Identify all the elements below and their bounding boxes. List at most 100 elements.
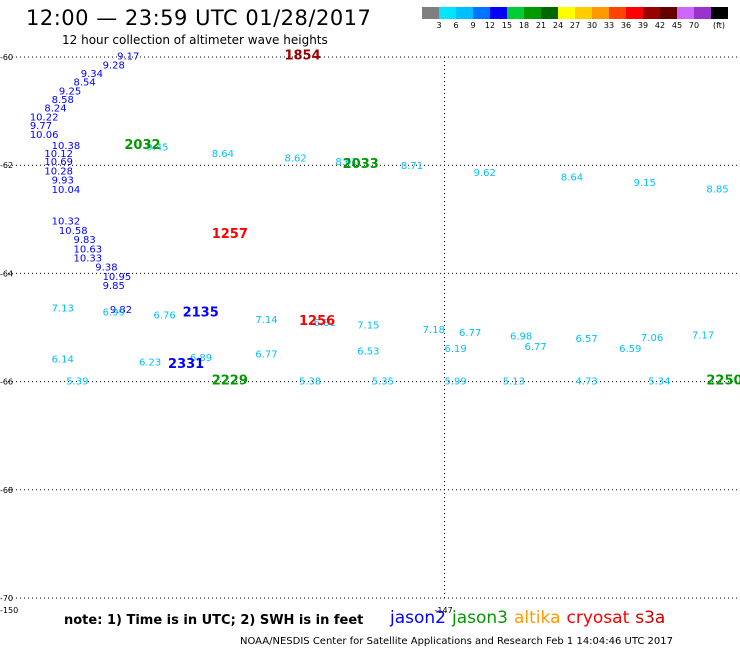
color-scale-swatch <box>626 7 643 19</box>
wave-height-value: 6.76 <box>154 310 176 321</box>
color-scale-swatch <box>473 7 490 19</box>
pass-time-label: 1854 <box>284 49 320 64</box>
color-scale-swatch <box>422 7 439 19</box>
color-scale-label: 27 <box>569 21 581 30</box>
latitude-label: -70 <box>0 594 13 603</box>
satellite-legend: jason2 jason3 altika cryosat s3a <box>390 608 671 628</box>
wave-height-value: 6.14 <box>52 355 74 366</box>
latitude-label: -66 <box>0 378 13 387</box>
wave-height-value: 9.85 <box>103 281 125 292</box>
color-scale-swatch <box>592 7 609 19</box>
legend-jason3: jason3 <box>452 608 508 628</box>
wave-height-value: 7.17 <box>692 330 714 341</box>
pass-time-label: 2229 <box>212 373 248 388</box>
wave-height-value: 8.64 <box>561 172 583 183</box>
wave-height-value: 9.15 <box>634 178 656 189</box>
color-scale-label: (ft) <box>712 21 726 30</box>
wave-height-value: 8.61 <box>335 157 357 168</box>
wave-height-value: 8.54 <box>73 78 95 89</box>
color-scale-swatch <box>711 7 728 19</box>
color-scale-swatch <box>439 7 456 19</box>
color-scale-swatch <box>558 7 575 19</box>
wave-height-value: 6.59 <box>619 344 641 355</box>
color-scale-swatch <box>609 7 626 19</box>
color-scale-bar <box>422 7 728 19</box>
wave-height-value: 6.19 <box>445 344 467 355</box>
wave-height-value: 5.13 <box>503 376 525 387</box>
color-scale-swatch <box>507 7 524 19</box>
pass-time-label: 1256 <box>299 314 335 329</box>
wave-height-value: 9.28 <box>103 60 125 71</box>
wave-height-value: 7.14 <box>255 315 277 326</box>
wave-height-value: 7.18 <box>423 325 445 336</box>
color-scale-label: 9 <box>470 21 476 30</box>
color-scale-swatch <box>541 7 558 19</box>
color-scale-swatch <box>575 7 592 19</box>
color-scale-swatch <box>643 7 660 19</box>
wave-height-value: 9.77 <box>30 121 52 132</box>
wave-height-value: 9.93 <box>52 176 74 187</box>
wave-height-value: 7.06 <box>641 333 663 344</box>
legend-jason2: jason2 <box>390 608 446 628</box>
wave-height-value: 10.06 <box>30 130 59 141</box>
map-subtitle: 12 hour collection of altimeter wave hei… <box>62 33 328 47</box>
wave-height-value: 9.25 <box>59 86 81 97</box>
wave-height-value: 9.38 <box>95 263 117 274</box>
color-scale-label: 30 <box>586 21 598 30</box>
wave-height-value: 10.95 <box>103 272 132 283</box>
color-scale-swatch <box>456 7 473 19</box>
wave-height-value: 9.82 <box>110 305 132 316</box>
wave-height-value: 5.34 <box>648 376 670 387</box>
color-scale-label: 42 <box>654 21 666 30</box>
pass-time-label: 2033 <box>343 157 379 172</box>
wave-height-value: 5.39 <box>66 376 88 387</box>
wave-height-value: 8.71 <box>401 161 423 172</box>
color-scale-label: 21 <box>535 21 547 30</box>
color-scale-swatch <box>660 7 677 19</box>
wave-height-value: 10.12 <box>44 149 73 160</box>
wave-height-value: 8.24 <box>44 104 66 115</box>
map-title: 12:00 — 23:59 UTC 01/28/2017 <box>26 6 372 30</box>
color-scale-label: 39 <box>637 21 649 30</box>
wave-height-value: 8.62 <box>284 153 306 164</box>
wave-height-value: 10.33 <box>73 253 102 264</box>
legend-cryosat: cryosat <box>566 608 630 628</box>
color-scale-swatch <box>490 7 507 19</box>
wave-height-value: 6.77 <box>459 328 481 339</box>
pass-time-label: 2250 <box>706 373 740 388</box>
wave-height-value: 9.62 <box>474 168 496 179</box>
wave-height-value: 6.99 <box>103 308 125 319</box>
color-scale-label: 3 <box>436 21 442 30</box>
wave-height-value: 6.89 <box>190 353 212 364</box>
wave-height-value: 5.35 <box>372 376 394 387</box>
wave-height-value: 6.53 <box>357 347 379 358</box>
wave-height-value: 7.13 <box>52 303 74 314</box>
wave-height-value: 10.69 <box>44 157 73 168</box>
wave-height-value: 9.83 <box>73 235 95 246</box>
color-scale-label: 36 <box>620 21 632 30</box>
wave-height-value: 10.32 <box>52 217 81 228</box>
latitude-label: -62 <box>0 161 13 170</box>
wave-height-value: 10.22 <box>30 112 59 123</box>
wave-height-value: 6.77 <box>255 349 277 360</box>
wave-height-value: 6.81 <box>314 318 336 329</box>
color-scale-label: 70 <box>688 21 700 30</box>
legend-altika: altika <box>514 608 561 628</box>
color-scale-swatch <box>524 7 541 19</box>
legend-s3a: s3a <box>635 608 666 628</box>
wave-height-value: 9.45 <box>146 143 168 154</box>
pass-time-label: 2331 <box>168 357 204 372</box>
wave-height-value: 5.99 <box>445 376 467 387</box>
wave-height-value: 5.38 <box>299 376 321 387</box>
latitude-label: -60 <box>0 53 13 62</box>
wave-height-value: 6.57 <box>575 334 597 345</box>
wave-height-value: 8.64 <box>212 149 234 160</box>
units-note: note: 1) Time is in UTC; 2) SWH is in fe… <box>64 613 364 628</box>
longitude-label: -150 <box>0 606 18 615</box>
color-scale-label: 18 <box>518 21 530 30</box>
wave-height-value: 8.85 <box>706 184 728 195</box>
color-scale-label: 45 <box>671 21 683 30</box>
latitude-label: -68 <box>0 486 13 495</box>
wave-height-value: 10.04 <box>52 185 81 196</box>
